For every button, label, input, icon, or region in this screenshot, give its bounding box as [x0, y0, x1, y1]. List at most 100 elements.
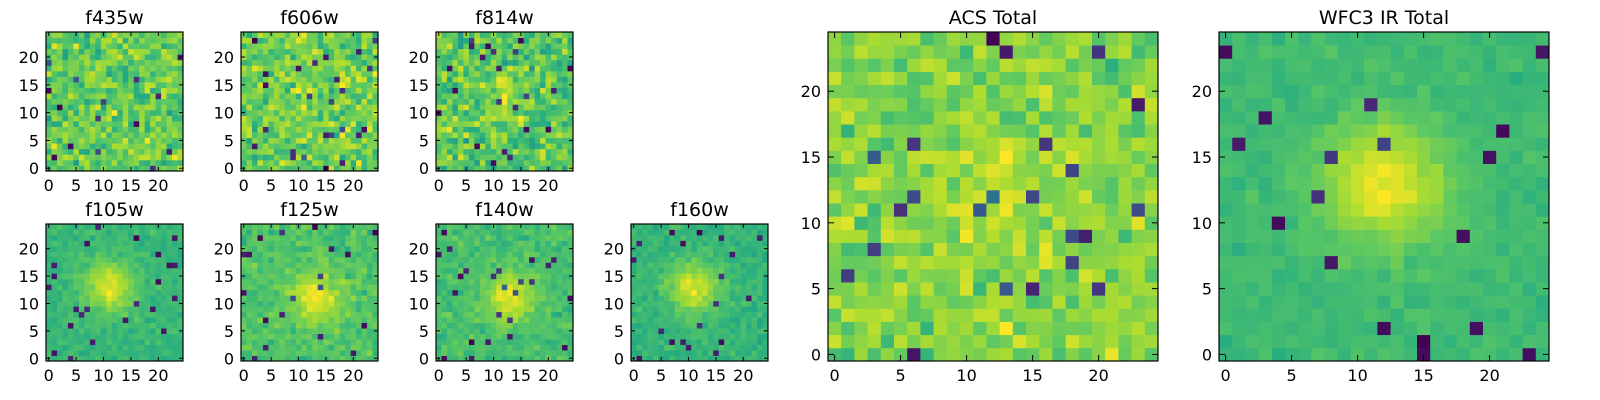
- heatmap-cell: [89, 234, 96, 241]
- heatmap-cell: [284, 295, 291, 302]
- heatmap-cell: [556, 295, 563, 302]
- heatmap-cell: [490, 317, 497, 324]
- heatmap-cell: [367, 132, 373, 139]
- heatmap-cell: [724, 234, 731, 241]
- heatmap-cell: [290, 76, 297, 83]
- heatmap-cell: [139, 165, 146, 172]
- heatmap-cell: [361, 273, 368, 280]
- heatmap-cell: [328, 48, 335, 55]
- heatmap-cell: [468, 317, 475, 324]
- heatmap-cell: [361, 37, 368, 44]
- heatmap-cell: [323, 306, 330, 313]
- heatmap-cell: [139, 344, 146, 351]
- heatmap-cell: [150, 137, 156, 144]
- heatmap-cell: [545, 289, 552, 296]
- heatmap-cell: [246, 251, 253, 258]
- heatmap-cell: [161, 159, 167, 166]
- heatmap-cell: [463, 132, 470, 139]
- heatmap-cell: [507, 333, 514, 340]
- heatmap-cell: [295, 137, 302, 144]
- heatmap-cell: [463, 229, 470, 236]
- heatmap-cell: [523, 289, 530, 296]
- heatmap-cell: [631, 251, 637, 258]
- heatmap-cell: [46, 317, 52, 324]
- heatmap-cell: [301, 37, 308, 44]
- heatmap-cell: [139, 273, 146, 280]
- heatmap-cell: [669, 273, 676, 280]
- heatmap-cell: [262, 322, 269, 329]
- heatmap-cell: [155, 132, 162, 139]
- heatmap-cell: [84, 93, 91, 100]
- heatmap-cell: [284, 43, 291, 50]
- heatmap-cell: [457, 224, 464, 230]
- heatmap-cell: [84, 148, 91, 155]
- heatmap-cell: [647, 333, 654, 340]
- heatmap-cell: [631, 234, 637, 241]
- heatmap-cell: [867, 176, 882, 191]
- heatmap-cell: [663, 245, 670, 252]
- heatmap-cell: [367, 43, 373, 50]
- heatmap-cell: [95, 159, 102, 166]
- heatmap-cell: [155, 137, 162, 144]
- heatmap-cell: [647, 229, 654, 236]
- heatmap-cell: [312, 115, 319, 122]
- heatmap-cell: [436, 234, 442, 241]
- heatmap-cell: [317, 32, 324, 38]
- heatmap-cell: [973, 295, 987, 309]
- heatmap-cell: [707, 224, 714, 230]
- heatmap-cell: [562, 295, 568, 302]
- heatmap-cell: [78, 333, 85, 340]
- heatmap-cell: [350, 109, 357, 116]
- heatmap-cell: [496, 59, 503, 66]
- heatmap-cell: [128, 120, 135, 127]
- heatmap-cell: [567, 37, 574, 44]
- heatmap-cell: [556, 65, 563, 72]
- heatmap-cell: [713, 344, 720, 351]
- heatmap-cell: [441, 278, 448, 285]
- heatmap-cell: [669, 240, 676, 247]
- heatmap-cell: [501, 132, 508, 139]
- heatmap-cell: [273, 278, 280, 285]
- heatmap-cell: [452, 109, 459, 116]
- heatmap-cell: [312, 339, 319, 345]
- heatmap-cell: [150, 344, 156, 351]
- heatmap-cell: [441, 159, 448, 166]
- heatmap-cell: [702, 328, 709, 334]
- heatmap-cell: [295, 132, 302, 139]
- heatmap-cell: [457, 262, 464, 269]
- heatmap-cell: [485, 273, 492, 280]
- heatmap-cell: [1118, 334, 1132, 349]
- heatmap-cell: [106, 300, 113, 307]
- heatmap-cell: [62, 104, 69, 111]
- heatmap-cell: [854, 295, 868, 309]
- heatmap-cell: [441, 132, 448, 139]
- heatmap-cell: [507, 256, 514, 263]
- heatmap-cell: [529, 98, 536, 105]
- heatmap-cell: [556, 159, 563, 166]
- heatmap-cell: [339, 43, 346, 50]
- heatmap-cell: [95, 344, 102, 351]
- heatmap-cell: [317, 267, 324, 274]
- heatmap-cell: [512, 306, 519, 313]
- heatmap-cell: [441, 339, 448, 345]
- heatmap-cell: [685, 256, 692, 263]
- heatmap-cell: [301, 120, 308, 127]
- heatmap-cell: [751, 355, 758, 362]
- heatmap-cell: [262, 317, 269, 324]
- heatmap-cell: [56, 256, 63, 263]
- heatmap-cell: [680, 256, 687, 263]
- heatmap-cell: [707, 262, 714, 269]
- heatmap-cell: [1105, 242, 1119, 257]
- heatmap-cell: [907, 268, 921, 283]
- heatmap-cell: [172, 126, 178, 133]
- heatmap-cell: [95, 76, 102, 83]
- heatmap-cell: [273, 224, 280, 230]
- heatmap-cell: [350, 245, 357, 252]
- heatmap-cell: [556, 43, 563, 50]
- heatmap-cell: [339, 48, 346, 55]
- heatmap-cell: [441, 256, 448, 263]
- heatmap-cell: [641, 234, 648, 241]
- heatmap-cell: [1105, 216, 1119, 230]
- heatmap-cell: [257, 54, 264, 61]
- heatmap-cell: [67, 311, 74, 318]
